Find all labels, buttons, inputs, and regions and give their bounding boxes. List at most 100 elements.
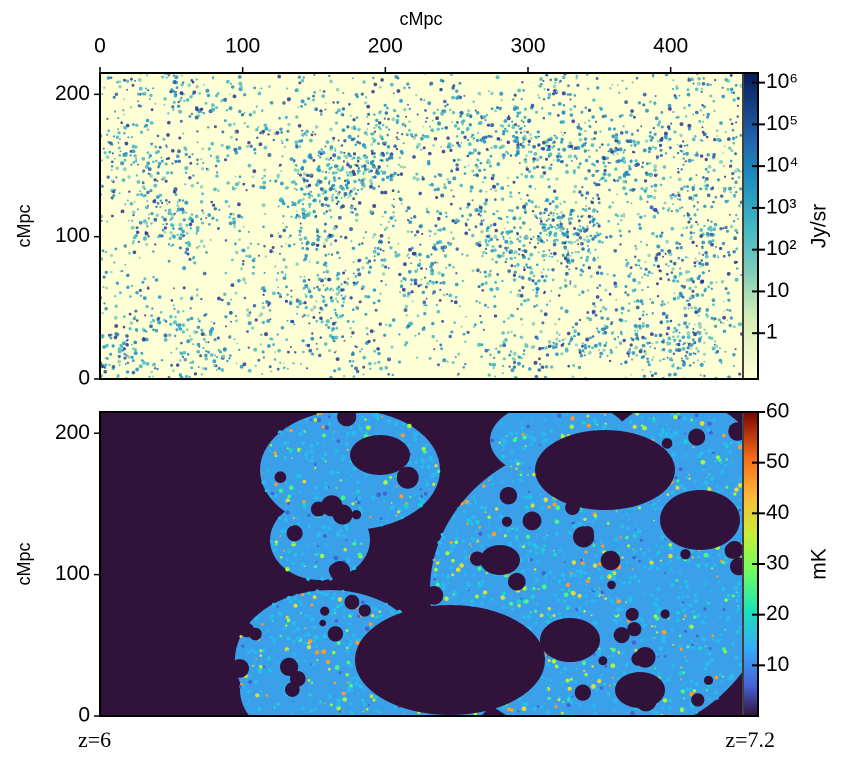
texture-dot [362, 365, 366, 369]
texture-dot [366, 333, 369, 336]
texture-dot [138, 86, 143, 91]
texture-dot [300, 166, 305, 170]
texture-dot [330, 522, 333, 525]
texture-dot [494, 228, 498, 233]
texture-dot [249, 242, 253, 245]
texture-dot [126, 338, 129, 341]
texture-dot [182, 218, 186, 222]
texture-dot [367, 170, 371, 174]
texture-dot [394, 251, 397, 254]
texture-dot [536, 165, 539, 169]
texture-dot [229, 212, 233, 216]
texture-dot [272, 138, 275, 142]
texture-dot [575, 267, 578, 270]
texture-dot [335, 357, 340, 361]
texture-dot [475, 138, 480, 143]
texture-dot [407, 219, 410, 222]
texture-dot [616, 148, 620, 152]
texture-dot [355, 208, 357, 211]
texture-dot [167, 243, 171, 246]
texture-dot [466, 522, 469, 526]
texture-dot [334, 412, 338, 416]
texture-dot [540, 705, 544, 709]
texture-dot [644, 337, 647, 340]
texture-dot [430, 268, 434, 273]
texture-dot [200, 158, 203, 161]
texture-dot [362, 173, 365, 175]
texture-dot [137, 78, 142, 82]
texture-dot [678, 275, 681, 278]
texture-dot [243, 122, 246, 125]
texture-dot [717, 256, 720, 259]
texture-dot [609, 162, 612, 164]
texture-dot [519, 235, 522, 238]
texture-dot [702, 176, 705, 179]
texture-dot [592, 163, 595, 166]
texture-dot [305, 240, 310, 245]
texture-dot [613, 148, 616, 151]
texture-dot [615, 596, 620, 601]
texture-dot [492, 356, 496, 360]
texture-dot [441, 586, 446, 591]
texture-dot [647, 253, 651, 258]
texture-dot [527, 139, 531, 143]
texture-dot [586, 244, 590, 247]
texture-dot [298, 299, 302, 304]
texture-dot [542, 140, 546, 145]
texture-dot [382, 272, 386, 276]
texture-dot [286, 293, 289, 296]
texture-dot [696, 81, 701, 86]
texture-dot [567, 251, 570, 254]
texture-dot [195, 228, 200, 233]
texture-dot [631, 81, 634, 84]
texture-dot [409, 283, 413, 286]
texture-dot [671, 193, 675, 197]
texture-dot [284, 265, 288, 269]
texture-dot [628, 230, 631, 233]
texture-dot [620, 306, 625, 311]
texture-dot [630, 670, 634, 674]
texture-dot [653, 132, 657, 136]
texture-dot [301, 246, 305, 250]
texture-dot [726, 319, 728, 322]
texture-dot [530, 200, 534, 204]
texture-dot [689, 295, 693, 299]
texture-dot [634, 337, 638, 340]
texture-dot [506, 221, 509, 224]
texture-dot [215, 355, 219, 359]
texture-dot [118, 85, 122, 89]
texture-dot [217, 227, 220, 230]
texture-dot [452, 111, 456, 115]
texture-dot [673, 372, 677, 377]
texture-dot [234, 182, 239, 187]
texture-dot [490, 124, 493, 128]
texture-dot [397, 173, 400, 177]
texture-dot [327, 415, 331, 419]
texture-dot [269, 318, 272, 321]
texture-dot [650, 358, 654, 362]
texture-dot [412, 176, 417, 180]
texture-dot [304, 418, 309, 422]
texture-dot [498, 441, 501, 444]
texture-dot [510, 330, 513, 333]
texture-dot [245, 255, 248, 258]
texture-dot [530, 174, 534, 179]
texture-dot [617, 336, 620, 338]
texture-dot [360, 542, 363, 545]
texture-dot [424, 134, 428, 139]
texture-dot [678, 331, 681, 334]
texture-dot [647, 522, 649, 524]
texture-dot [182, 234, 186, 237]
texture-dot [703, 289, 707, 293]
texture-dot [419, 224, 423, 229]
texture-dot [379, 110, 382, 114]
texture-dot [181, 199, 185, 202]
texture-dot [385, 106, 389, 110]
texture-dot [678, 467, 683, 472]
texture-dot [320, 113, 323, 116]
texture-dot [679, 122, 684, 126]
texture-dot [164, 65, 167, 68]
texture-dot [111, 160, 114, 164]
texture-dot [730, 466, 734, 470]
texture-dot [203, 332, 205, 335]
